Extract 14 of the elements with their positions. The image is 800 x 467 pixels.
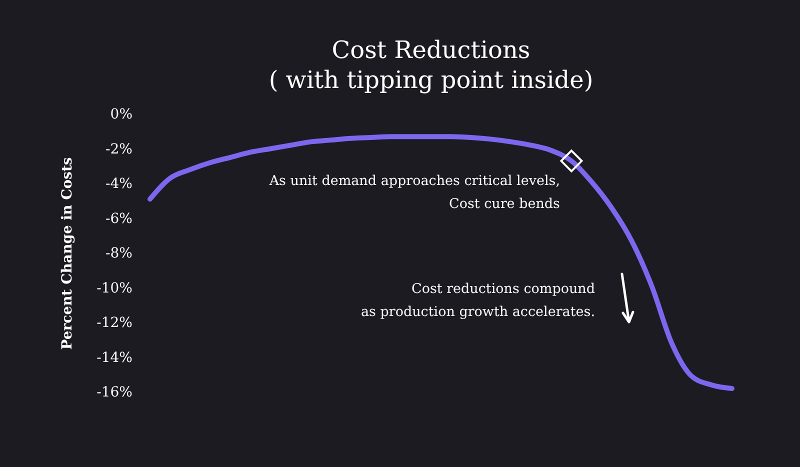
y-tick-label: -12%: [96, 315, 132, 331]
chart-subtitle: ( with tipping point inside): [268, 66, 594, 94]
chart-title: Cost Reductions: [332, 36, 530, 64]
y-tick-label: -2%: [106, 141, 132, 158]
y-tick-label: -8%: [106, 246, 132, 262]
y-tick-label: -4%: [106, 176, 132, 192]
y-tick-label: -10%: [96, 280, 132, 296]
y-tick-label: -6%: [106, 210, 132, 227]
y-tick-label: -14%: [96, 350, 132, 366]
annotation: As unit demand approaches critical levels, Cost cure bends: [268, 173, 560, 212]
y-tick-label: 0%: [110, 106, 132, 122]
y-tick-label: -16%: [96, 384, 132, 400]
y-axis-title: Percent Change in Costs: [60, 157, 76, 350]
annotation: Cost reductions compound as production growth accelerates.: [360, 281, 596, 320]
